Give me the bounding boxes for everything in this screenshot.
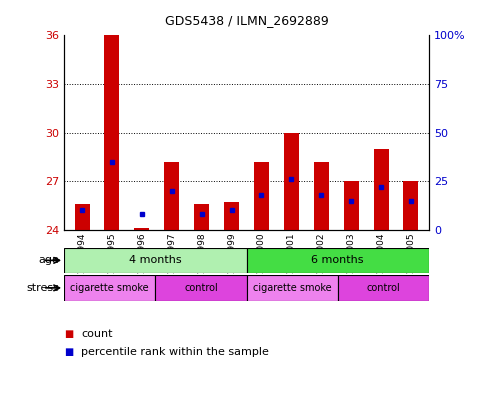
Text: control: control [366, 283, 400, 293]
Bar [284, 133, 299, 230]
Bar [64, 275, 155, 301]
Text: percentile rank within the sample: percentile rank within the sample [81, 347, 269, 357]
Bar [254, 162, 269, 230]
Bar [155, 275, 246, 301]
Text: count: count [81, 329, 113, 339]
Bar [314, 162, 329, 230]
Text: cigarette smoke: cigarette smoke [70, 283, 149, 293]
Text: control: control [184, 283, 218, 293]
Text: ■: ■ [64, 329, 73, 339]
Text: age: age [38, 255, 59, 265]
Bar [164, 162, 179, 230]
Text: stress: stress [26, 283, 59, 293]
Text: 6 months: 6 months [312, 255, 364, 265]
Text: cigarette smoke: cigarette smoke [253, 283, 331, 293]
Bar [194, 204, 209, 230]
Bar [344, 181, 358, 230]
Text: 4 months: 4 months [129, 255, 181, 265]
Bar [105, 35, 119, 230]
Bar [403, 181, 419, 230]
Bar [374, 149, 388, 230]
Bar [135, 228, 149, 230]
Text: GDS5438 / ILMN_2692889: GDS5438 / ILMN_2692889 [165, 14, 328, 27]
Bar [338, 275, 429, 301]
Bar [246, 275, 338, 301]
Bar [64, 248, 246, 273]
Bar [246, 248, 429, 273]
Bar [224, 202, 239, 230]
Bar [74, 204, 90, 230]
Text: ■: ■ [64, 347, 73, 357]
